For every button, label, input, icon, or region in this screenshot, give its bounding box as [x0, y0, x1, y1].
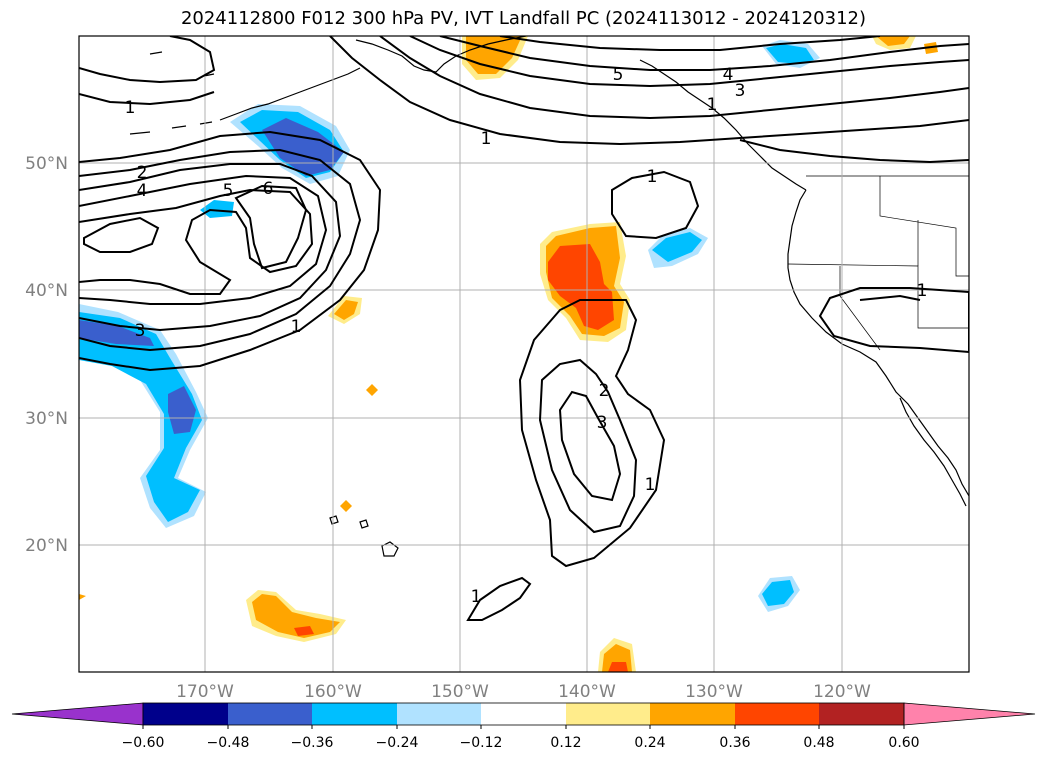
lat-label: 30°N — [25, 409, 68, 429]
colorbar-swatch — [566, 703, 650, 725]
contour-label: 1 — [471, 587, 482, 607]
contour-label: 3 — [597, 413, 608, 433]
contour-label: 1 — [707, 95, 718, 115]
contour-label: 1 — [125, 98, 136, 118]
lon-label: 160°W — [304, 682, 362, 702]
contour-label-group: 1 2 4 5 6 1 3 5 4 3 1 1 1 2 3 1 1 1 — [125, 65, 928, 607]
state-boundaries — [787, 175, 969, 351]
contour-label: 5 — [223, 181, 234, 201]
colorbar-swatch — [143, 703, 228, 725]
lon-label: 170°W — [176, 682, 234, 702]
contour-label: 6 — [263, 179, 274, 199]
longitude-labels: 170°W 160°W 150°W 140°W 130°W 120°W — [176, 682, 871, 702]
colorbar-extend-right — [903, 702, 1036, 726]
contour-label: 4 — [723, 65, 734, 85]
contour-label: 2 — [137, 163, 148, 183]
contour-label: 1 — [645, 475, 656, 495]
colorbar-tick-label: −0.60 — [122, 735, 165, 751]
contour-label: 4 — [137, 181, 148, 201]
lon-label: 140°W — [558, 682, 616, 702]
colorbar-tick-label: −0.12 — [460, 735, 503, 751]
colorbar-tick-label: 0.36 — [719, 735, 750, 751]
colorbar-tick-label: −0.36 — [291, 735, 334, 751]
lat-label: 20°N — [25, 536, 68, 556]
colorbar-tick-label: 0.12 — [550, 735, 581, 751]
ivt-contours — [79, 36, 969, 621]
colorbar-swatch — [819, 703, 904, 725]
colorbar: −0.60 −0.48 −0.36 −0.24 −0.12 0.12 0.24 … — [11, 702, 1036, 751]
map-title: 2024112800 F012 300 hPa PV, IVT Landfall… — [180, 8, 867, 29]
colorbar-tick-label: −0.24 — [376, 735, 419, 751]
contour-label: 1 — [481, 129, 492, 149]
lat-label: 50°N — [25, 154, 68, 174]
lon-label: 150°W — [431, 682, 489, 702]
lon-label: 130°W — [685, 682, 743, 702]
colorbar-tick-label: 0.60 — [888, 735, 919, 751]
colorbar-swatch — [650, 703, 735, 725]
map-background — [79, 36, 969, 672]
colorbar-swatch — [481, 703, 566, 725]
gridlines — [79, 36, 969, 672]
contour-label: 1 — [917, 281, 928, 301]
contour-label: 1 — [291, 317, 302, 337]
lat-label: 40°N — [25, 281, 68, 301]
lon-label: 120°W — [813, 682, 871, 702]
colorbar-tick-label: −0.48 — [207, 735, 250, 751]
contour-label: 3 — [735, 81, 746, 101]
contour-label: 3 — [135, 321, 146, 341]
colorbar-tick-label: 0.24 — [634, 735, 665, 751]
colorbar-tick-label: 0.48 — [803, 735, 834, 751]
colorbar-swatch — [397, 703, 481, 725]
contour-label: 5 — [613, 65, 624, 85]
contour-label: 1 — [647, 167, 658, 187]
colorbar-extend-left — [11, 702, 144, 726]
colorbar-swatch — [312, 703, 397, 725]
colorbar-swatch — [735, 703, 819, 725]
contour-label: 2 — [599, 381, 610, 401]
colorbar-swatch — [228, 703, 312, 725]
latitude-labels: 50°N 40°N 30°N 20°N — [25, 154, 68, 556]
map-frame — [78, 35, 970, 673]
